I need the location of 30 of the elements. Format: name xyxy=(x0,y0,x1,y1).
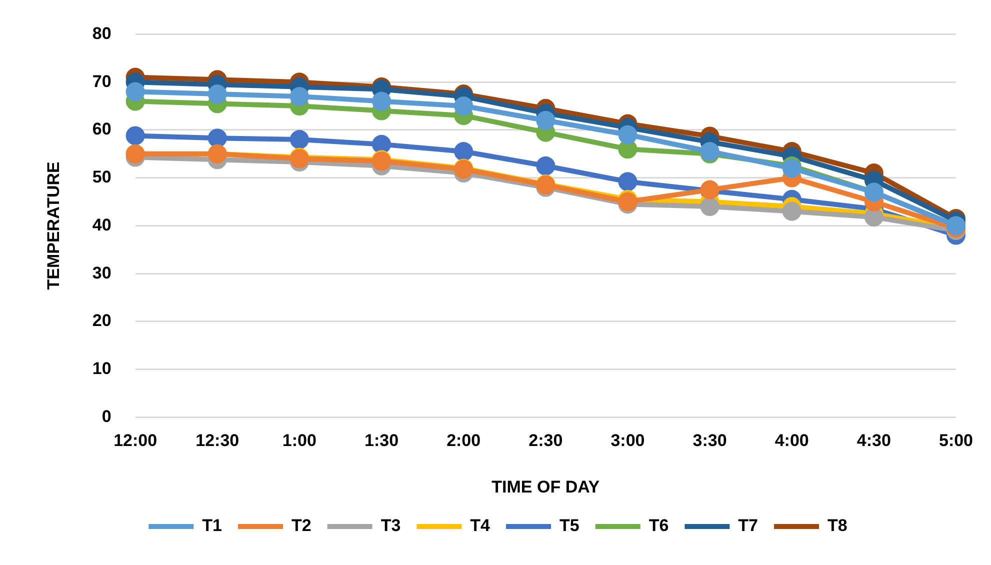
x-tick-label: 5:00 xyxy=(938,431,974,450)
x-tick-label: 2:00 xyxy=(446,431,481,450)
x-tick-label: 1:00 xyxy=(282,431,316,450)
x-tick-label: 3:30 xyxy=(692,431,727,450)
legend-label: T4 xyxy=(470,516,491,536)
x-tick-label: 12:00 xyxy=(114,431,158,450)
y-tick-label: 50 xyxy=(92,168,112,187)
y-axis-title: TEMPERATURE xyxy=(44,162,63,290)
x-tick-label: 4:30 xyxy=(856,431,891,450)
y-tick-label: 60 xyxy=(92,120,112,139)
legend-label: T5 xyxy=(560,516,580,536)
legend-label: T2 xyxy=(291,516,312,536)
y-tick-label: 20 xyxy=(92,311,112,330)
x-tick-label: 1:30 xyxy=(364,431,399,450)
x-axis-title: TIME OF DAY xyxy=(492,477,600,496)
legend-label: T7 xyxy=(738,516,758,536)
y-tick-label: 40 xyxy=(92,215,112,234)
x-tick-label: 3:00 xyxy=(610,431,645,450)
y-tick-label: 0 xyxy=(102,406,112,426)
legend-label: T6 xyxy=(648,516,669,536)
x-tick-label: 12:30 xyxy=(196,431,240,450)
y-tick-label: 10 xyxy=(92,359,112,378)
y-tick-label: 30 xyxy=(92,263,112,282)
y-tick-label: 80 xyxy=(92,24,112,43)
x-tick-label: 4:00 xyxy=(774,431,809,450)
x-tick-label: 2:30 xyxy=(528,431,563,450)
legend-label: T3 xyxy=(380,516,401,536)
legend-label: T1 xyxy=(202,516,222,536)
legend-label: T8 xyxy=(828,516,848,536)
y-tick-label: 70 xyxy=(92,72,112,91)
